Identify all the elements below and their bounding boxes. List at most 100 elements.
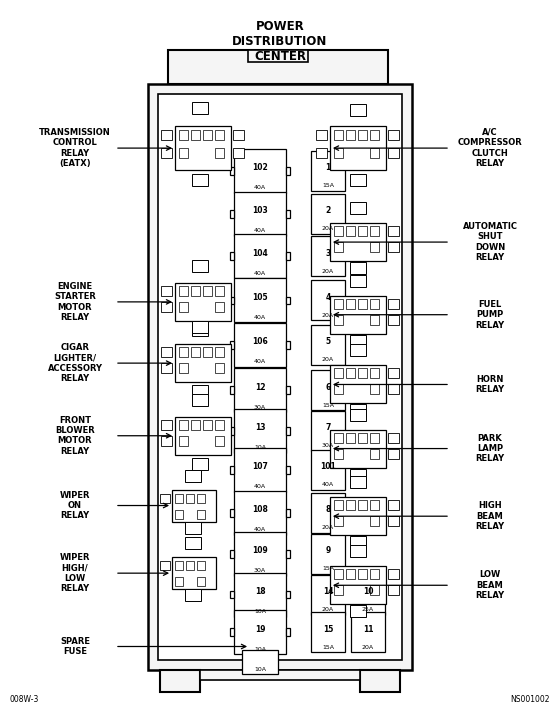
- Bar: [203, 347, 212, 357]
- Bar: [172, 557, 216, 589]
- Bar: [350, 476, 366, 488]
- Bar: [230, 340, 234, 349]
- Bar: [370, 369, 379, 379]
- Bar: [350, 345, 366, 357]
- Bar: [370, 299, 379, 309]
- Bar: [311, 411, 345, 451]
- Text: 20A: 20A: [322, 269, 334, 274]
- Bar: [350, 545, 366, 557]
- Bar: [334, 585, 343, 595]
- Bar: [192, 174, 208, 186]
- Bar: [233, 130, 244, 140]
- Bar: [358, 130, 367, 140]
- Text: 14: 14: [323, 587, 333, 596]
- Bar: [334, 384, 343, 394]
- Bar: [346, 369, 355, 379]
- Bar: [334, 226, 343, 236]
- Bar: [370, 130, 379, 140]
- Bar: [350, 104, 366, 116]
- Bar: [350, 605, 366, 617]
- Bar: [161, 363, 172, 373]
- Bar: [370, 501, 379, 511]
- Bar: [388, 369, 399, 379]
- Text: 25A: 25A: [362, 607, 374, 612]
- Bar: [388, 501, 399, 511]
- Text: 20A: 20A: [322, 525, 334, 530]
- Text: 19: 19: [255, 624, 265, 634]
- Bar: [175, 344, 231, 382]
- Bar: [175, 417, 231, 455]
- Bar: [234, 368, 286, 412]
- Bar: [203, 130, 212, 140]
- Text: NS001002: NS001002: [511, 695, 550, 704]
- Bar: [351, 575, 385, 614]
- Text: PARK
LAMP
RELAY: PARK LAMP RELAY: [475, 434, 505, 464]
- Bar: [230, 590, 234, 599]
- Text: 40A: 40A: [254, 315, 266, 320]
- Bar: [370, 242, 379, 252]
- Bar: [370, 226, 379, 236]
- Bar: [350, 468, 366, 481]
- Bar: [192, 102, 208, 114]
- Text: 15A: 15A: [322, 645, 334, 650]
- Bar: [179, 436, 188, 446]
- Bar: [248, 50, 308, 62]
- Bar: [358, 226, 367, 236]
- Bar: [230, 426, 234, 435]
- Bar: [388, 130, 399, 140]
- Bar: [179, 420, 188, 430]
- Bar: [388, 242, 399, 252]
- Bar: [234, 323, 286, 367]
- Text: FUEL
PUMP
RELAY: FUEL PUMP RELAY: [475, 300, 505, 330]
- Bar: [334, 433, 343, 443]
- Text: HORN
RELAY: HORN RELAY: [475, 375, 505, 394]
- Text: 7: 7: [325, 423, 331, 432]
- Bar: [242, 650, 278, 674]
- Bar: [311, 534, 345, 574]
- Bar: [160, 493, 170, 503]
- Bar: [334, 369, 343, 379]
- Bar: [230, 386, 234, 394]
- Bar: [234, 192, 286, 236]
- Bar: [330, 497, 386, 535]
- Bar: [230, 209, 234, 218]
- Text: 40A: 40A: [322, 483, 334, 488]
- Bar: [330, 429, 386, 468]
- Bar: [197, 493, 205, 503]
- Bar: [234, 409, 286, 453]
- Bar: [161, 436, 172, 446]
- Bar: [334, 299, 343, 309]
- Bar: [175, 561, 183, 570]
- Bar: [330, 126, 386, 170]
- Bar: [234, 149, 286, 193]
- Bar: [350, 409, 366, 421]
- Bar: [192, 385, 208, 397]
- Text: CIGAR
LIGHTER/
ACCESSORY
RELAY: CIGAR LIGHTER/ ACCESSORY RELAY: [48, 343, 102, 383]
- Text: 3: 3: [325, 248, 330, 258]
- Bar: [160, 561, 170, 570]
- Text: 103: 103: [252, 206, 268, 215]
- Text: 108: 108: [252, 505, 268, 514]
- Bar: [350, 262, 366, 274]
- Bar: [350, 404, 366, 417]
- Bar: [234, 278, 286, 323]
- Text: POWER
DISTRIBUTION
CENTER: POWER DISTRIBUTION CENTER: [232, 20, 328, 63]
- Bar: [330, 365, 386, 404]
- Bar: [316, 130, 327, 140]
- Text: AUTOMATIC
SHUT
DOWN
RELAY: AUTOMATIC SHUT DOWN RELAY: [463, 222, 517, 262]
- Bar: [230, 508, 234, 517]
- Bar: [388, 516, 399, 526]
- Bar: [350, 202, 366, 214]
- Bar: [311, 612, 345, 652]
- Bar: [197, 561, 205, 570]
- Bar: [185, 589, 201, 601]
- Bar: [179, 302, 188, 312]
- Text: 10A: 10A: [254, 666, 266, 671]
- Bar: [311, 151, 345, 191]
- Text: TRANSMISSION
CONTROL
RELAY
(EATX): TRANSMISSION CONTROL RELAY (EATX): [39, 128, 111, 168]
- Bar: [175, 283, 231, 321]
- Bar: [215, 302, 224, 312]
- Text: 11: 11: [363, 624, 374, 634]
- Bar: [311, 325, 345, 365]
- Bar: [203, 286, 212, 296]
